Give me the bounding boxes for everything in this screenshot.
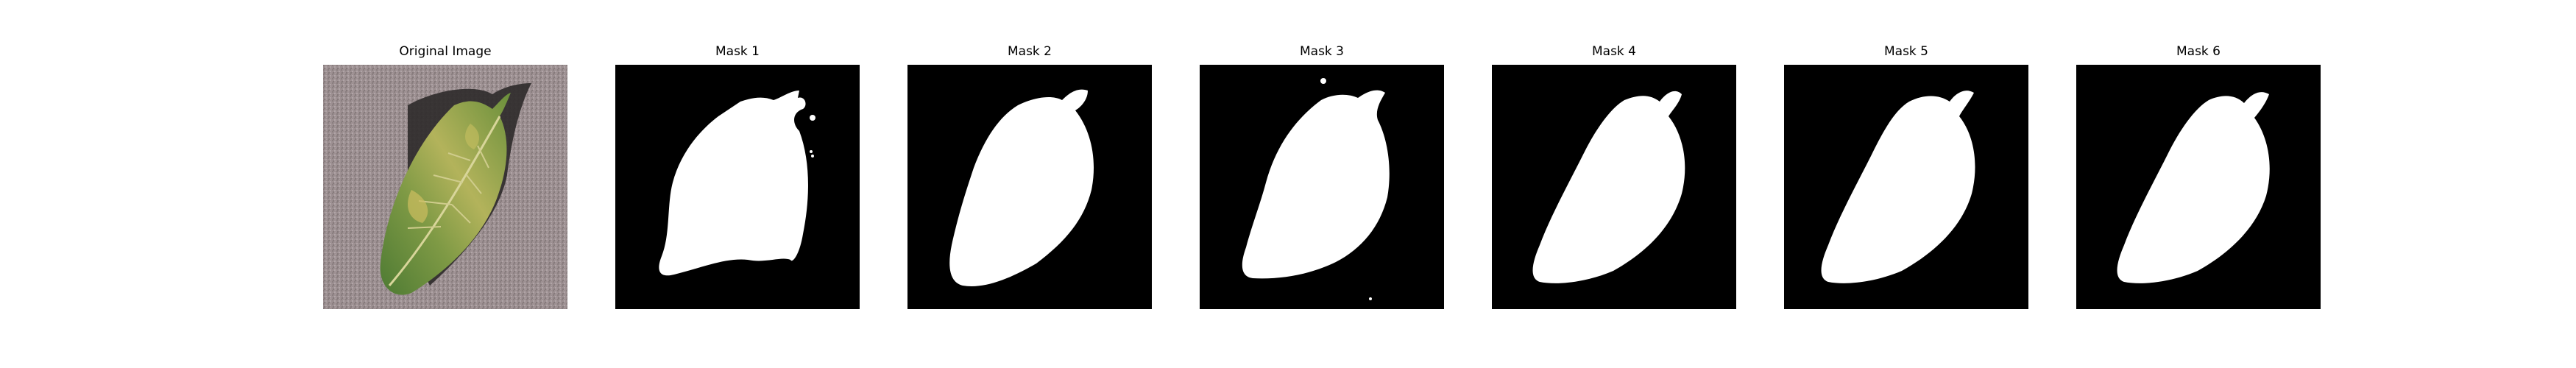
mask-5-image bbox=[1784, 65, 2028, 309]
mask-4-image bbox=[1492, 65, 1736, 309]
panel-title-mask-5: Mask 5 bbox=[1883, 44, 1928, 59]
panel-title-mask-4: Mask 4 bbox=[1591, 44, 1636, 59]
mask-1-image bbox=[615, 65, 860, 309]
panel-title-original: Original Image bbox=[399, 44, 492, 59]
original-image bbox=[323, 65, 567, 309]
mask-3-image bbox=[1200, 65, 1444, 309]
panel-title-mask-2: Mask 2 bbox=[1007, 44, 1052, 59]
panel-title-mask-1: Mask 1 bbox=[715, 44, 760, 59]
mask-2-image bbox=[907, 65, 1152, 309]
mask-6-image bbox=[2076, 65, 2321, 309]
panel-title-mask-3: Mask 3 bbox=[1299, 44, 1344, 59]
panel-title-mask-6: Mask 6 bbox=[2176, 44, 2221, 59]
